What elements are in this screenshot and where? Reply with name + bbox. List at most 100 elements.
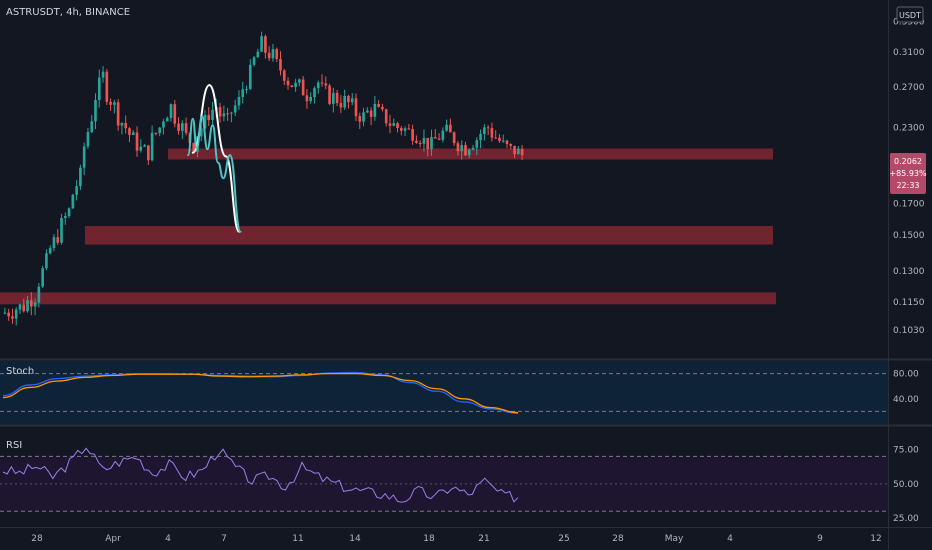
candle-body: [94, 99, 97, 122]
candle: [7, 308, 10, 321]
candle-body: [7, 312, 10, 317]
rsi-tick-label[interactable]: 50.00: [893, 480, 919, 490]
candle-body: [403, 128, 407, 131]
candle-body: [248, 64, 252, 89]
time-axis[interactable]: 28 Apr 4 7 11 14 18 21 25 28 May 4 9 12: [31, 534, 881, 544]
candle-body: [339, 103, 343, 108]
candle-body: [415, 140, 418, 143]
candle: [381, 103, 384, 112]
candle: [22, 298, 26, 313]
time-tick-label[interactable]: 12: [870, 534, 881, 544]
candle-body: [86, 131, 90, 147]
currency-box[interactable]: [896, 6, 924, 23]
candle: [309, 92, 313, 104]
time-tick-label[interactable]: 25: [558, 534, 569, 544]
candle-body: [131, 132, 135, 135]
candle-body: [305, 95, 309, 102]
candle-body: [203, 114, 207, 129]
candle: [403, 126, 407, 137]
stoch-axis[interactable]: 80.00 40.00: [893, 370, 919, 405]
price-tick-label[interactable]: 0.1150: [893, 298, 925, 308]
stoch-tick-label[interactable]: 40.00: [893, 395, 919, 405]
candle-body: [418, 142, 422, 144]
candle-body: [437, 138, 441, 140]
candle-body: [105, 71, 109, 102]
candle-body: [199, 128, 203, 137]
candle-body: [260, 36, 263, 52]
time-tick-label[interactable]: 21: [478, 534, 489, 544]
price-tick-label[interactable]: 0.3500: [893, 18, 925, 28]
candle: [354, 93, 358, 122]
candle-body: [113, 102, 116, 105]
candle: [11, 308, 14, 324]
time-tick-label[interactable]: May: [665, 534, 684, 544]
rsi-tick-label[interactable]: 75.00: [893, 446, 919, 456]
candle: [396, 121, 399, 133]
candle: [505, 139, 509, 148]
candle-body: [354, 98, 358, 117]
candle-body: [407, 128, 411, 130]
candle: [184, 117, 188, 136]
candle-body: [486, 127, 490, 129]
price-tick-label[interactable]: 0.1700: [893, 200, 925, 210]
currency-label[interactable]: USDT: [899, 11, 921, 20]
candle: [158, 127, 161, 137]
candle: [467, 148, 471, 159]
price-pane[interactable]: [0, 0, 888, 358]
candle: [298, 78, 301, 87]
time-tick-label[interactable]: 14: [349, 534, 361, 544]
candle-body: [399, 128, 403, 131]
candle-body: [63, 216, 67, 219]
candle-body: [11, 316, 14, 319]
candle: [245, 85, 248, 94]
candle-body: [264, 36, 267, 53]
time-tick-label[interactable]: 18: [423, 534, 435, 544]
candle-body: [101, 71, 105, 78]
candle-body: [358, 116, 362, 122]
price-tick-label[interactable]: 0.1030: [893, 326, 925, 336]
time-tick-label[interactable]: 11: [292, 534, 303, 544]
candle: [339, 95, 343, 113]
candle: [449, 118, 452, 133]
time-tick-label[interactable]: 4: [727, 534, 733, 544]
candle-body: [282, 70, 286, 81]
candle-body: [139, 146, 143, 151]
candle-body: [520, 148, 524, 156]
candle-body: [233, 105, 237, 113]
time-tick-label[interactable]: 9: [817, 534, 823, 544]
stoch-tick-label[interactable]: 80.00: [893, 370, 919, 380]
candle: [173, 100, 177, 128]
candle: [26, 296, 29, 313]
price-tick-label[interactable]: 0.3100: [893, 48, 925, 58]
candle-body: [388, 123, 392, 126]
candle-body: [362, 112, 365, 122]
time-tick-label[interactable]: 4: [165, 534, 171, 544]
price-tick-label[interactable]: 0.2300: [893, 123, 925, 133]
candle: [3, 307, 7, 315]
price-tick-label[interactable]: 0.1500: [893, 231, 925, 241]
price-tick-label[interactable]: 0.1300: [893, 267, 925, 277]
time-tick-label[interactable]: 7: [221, 534, 227, 544]
rsi-axis[interactable]: 75.00 50.00 25.00: [893, 446, 919, 525]
price-tick-label[interactable]: 0.2700: [893, 83, 925, 93]
candle: [320, 74, 324, 87]
projection-wave: [187, 115, 242, 233]
currency-selector[interactable]: USDT: [896, 6, 924, 23]
rsi-tick-label[interactable]: 25.00: [893, 514, 919, 524]
price-axis[interactable]: 0.3500 0.3100 0.2700 0.2300 0.1700 0.1500 0.13…: [893, 18, 925, 336]
candle: [290, 85, 294, 88]
candle: [71, 193, 75, 209]
candle: [75, 180, 78, 201]
candlesticks: [3, 31, 524, 326]
time-tick-label[interactable]: 28: [31, 534, 43, 544]
candle-body: [411, 128, 414, 141]
time-tick-label[interactable]: Apr: [105, 534, 121, 544]
candle: [37, 282, 41, 308]
candle: [94, 93, 97, 130]
candle: [48, 245, 52, 255]
time-tick-label[interactable]: 28: [612, 534, 624, 544]
candle-body: [71, 194, 75, 209]
candle-body: [245, 88, 248, 90]
